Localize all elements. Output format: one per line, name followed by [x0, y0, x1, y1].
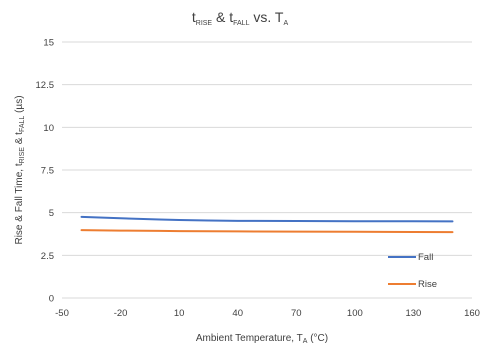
x-tick-label: 10: [174, 308, 185, 319]
x-tick-label: 40: [232, 308, 243, 319]
x-tick-label: 130: [405, 308, 421, 319]
legend-label-fall: Fall: [418, 252, 433, 263]
legend: Fall Rise: [388, 252, 437, 290]
x-tick-label: -20: [114, 308, 128, 319]
gridlines: [62, 41, 472, 299]
series-line-rise: [80, 229, 454, 234]
y-tick-label: 0: [49, 294, 54, 305]
legend-label-rise: Rise: [418, 279, 437, 290]
y-tick-label: 2.5: [41, 251, 54, 262]
x-tick-label: 70: [291, 308, 302, 319]
series-lines: [80, 215, 454, 234]
x-axis-ticks: -50 -20 10 40 70 100 130 160: [55, 308, 480, 319]
y-tick-label: 12.5: [36, 80, 55, 91]
y-tick-label: 15: [43, 38, 54, 49]
x-tick-label: 100: [347, 308, 363, 319]
y-tick-label: 5: [49, 208, 54, 219]
y-axis-ticks: 0 2.5 5 7.5 10 12.5 15: [36, 38, 55, 305]
chart-title: tRISE & tFALL vs. TA: [192, 9, 289, 27]
x-tick-label: -50: [55, 308, 69, 319]
y-tick-label: 7.5: [41, 166, 54, 177]
y-axis-label: Rise & Fall Time, tRISE & tFALL (µs): [14, 95, 26, 244]
y-tick-label: 10: [43, 123, 54, 134]
x-axis-label: Ambient Temperature, TA (°C): [196, 333, 328, 345]
x-tick-label: 160: [464, 308, 480, 319]
series-line-fall: [80, 215, 454, 223]
